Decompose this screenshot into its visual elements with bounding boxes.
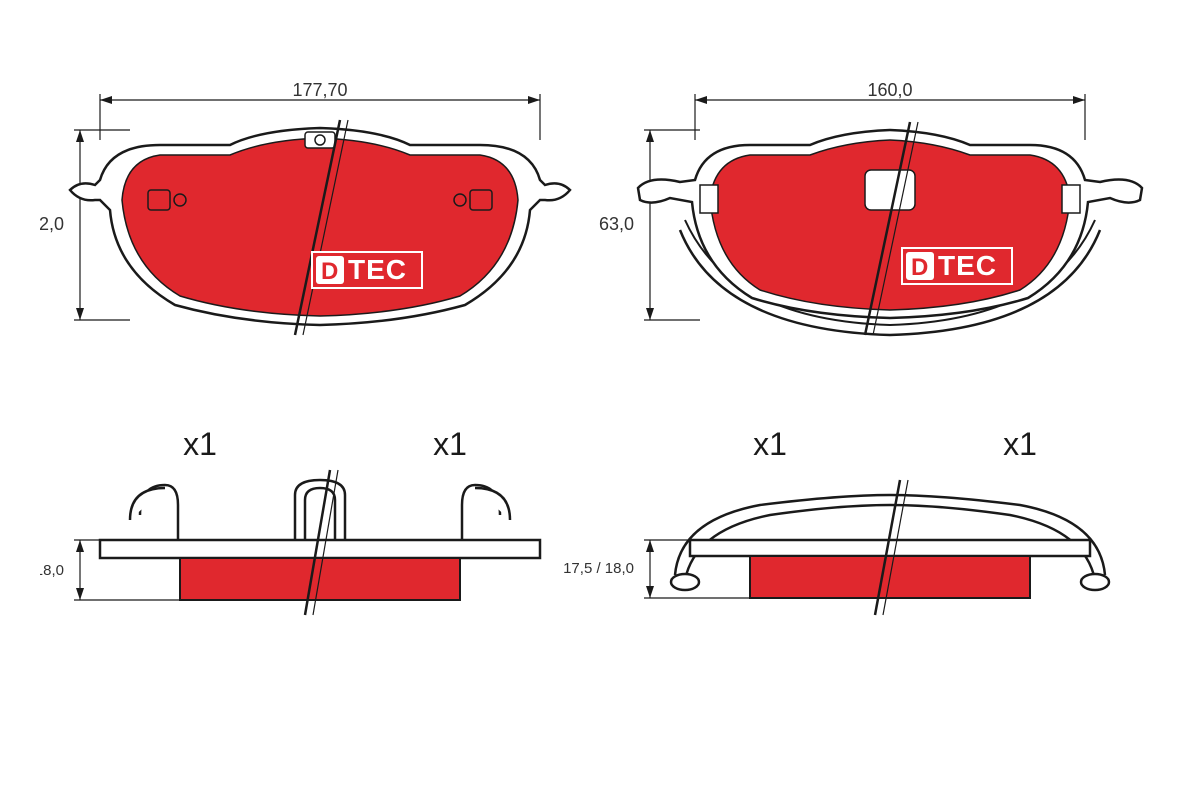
logo-text-right: TEC [938,250,997,281]
dtec-logo-right: D TEC [902,248,1012,284]
left-front-view: 177,70 62,0 [40,80,570,335]
technical-drawing: 177,70 62,0 [40,60,1160,740]
dim-height-right: 63,0 [599,130,700,320]
qty-left-2: x1 [433,426,467,462]
left-pad-body: D TEC [70,120,570,335]
right-front-view: 160,0 63,0 D TEC [599,80,1142,335]
logo-d-icon: D [911,254,928,281]
drawing-svg: 177,70 62,0 [40,60,1160,740]
dim-thickness-right-label: 17,5 / 18,0 [563,560,634,577]
left-side-view: x1 x1 17,5 / 18,0 [40,426,540,615]
dim-width-left-label: 177,70 [292,80,347,100]
qty-right-1: x1 [753,426,787,462]
logo-d-icon: D [321,258,338,285]
dim-height-right-label: 63,0 [599,214,634,234]
right-side-view: x1 x1 17,5 / 18,0 [563,426,1109,615]
dim-height-left-label: 62,0 [40,214,64,234]
qty-left-1: x1 [183,426,217,462]
logo-text-left: TEC [348,254,407,285]
qty-right-2: x1 [1003,426,1037,462]
dtec-logo-left: D TEC [312,252,422,288]
dim-thickness-left-label: 17,5 / 18,0 [40,562,64,579]
dim-width-right-label: 160,0 [867,80,912,100]
